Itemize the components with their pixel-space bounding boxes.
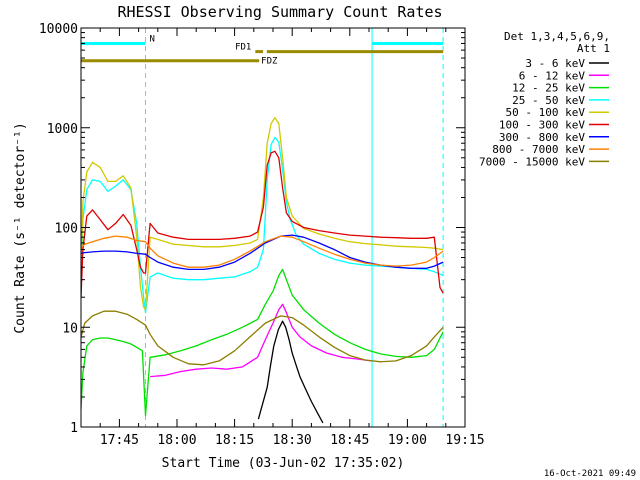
legend-entry-label: 50 - 100 keV (506, 106, 586, 119)
x-tick-label: 18:00 (157, 433, 196, 448)
x-tick-label: 19:15 (445, 433, 484, 448)
series-line (81, 150, 444, 298)
y-tick-label: 10 (62, 321, 78, 336)
legend-entry-label: 6 - 12 keV (519, 69, 586, 82)
legend-entry-label: 25 - 50 keV (512, 94, 585, 107)
series-line (257, 320, 324, 424)
footer-timestamp: 16-Oct-2021 09:49 (544, 469, 636, 479)
x-tick-label: 17:45 (100, 433, 139, 448)
x-tick-label: 19:00 (388, 433, 427, 448)
chart-title: RHESSI Observing Summary Count Rates (117, 3, 442, 21)
series-line (81, 136, 444, 314)
series-group (81, 117, 444, 424)
series-line (81, 268, 444, 417)
series-line (81, 117, 444, 311)
legend-entry-label: 100 - 300 keV (499, 119, 585, 132)
legend-entry-label: 12 - 25 keV (512, 82, 585, 95)
legend-header: Det 1,3,4,5,6,9, (504, 30, 610, 43)
y-tick-label: 100 (55, 222, 78, 237)
x-tick-label: 18:15 (215, 433, 254, 448)
series-line (81, 310, 444, 366)
x-axis-label: Start Time (03-Jun-02 17:35:02) (162, 456, 405, 471)
flag-label: FDZ (261, 57, 278, 67)
series-line (81, 235, 444, 268)
y-axis-label: Count Rate (s⁻¹ detector⁻¹) (13, 122, 28, 333)
flag-bars: N FD1 FDZ (81, 34, 444, 67)
plot-frame (80, 27, 466, 428)
y-axis-ticks: 1 10 100 1000 10000 (39, 22, 465, 436)
legend-entry-label: 3 - 6 keV (525, 57, 585, 70)
legend-entry-label: 300 - 800 keV (499, 131, 585, 144)
legend-entry-label: 800 - 7000 keV (492, 143, 585, 156)
series-line (150, 303, 371, 378)
y-tick-label: 1 (70, 421, 78, 436)
x-tick-label: 18:45 (330, 433, 369, 448)
y-tick-label: 1000 (47, 122, 78, 137)
x-axis-ticks: 17:45 18:00 18:15 18:30 18:45 19:00 19:15 (99, 28, 485, 448)
y-tick-label: 10000 (39, 22, 78, 37)
legend-header: Att 1 (577, 42, 610, 55)
flag-label: FD1 (235, 43, 251, 53)
legend-entry-label: 7000 - 15000 keV (479, 155, 585, 168)
flag-label: N (150, 34, 155, 44)
x-tick-label: 18:30 (273, 433, 312, 448)
